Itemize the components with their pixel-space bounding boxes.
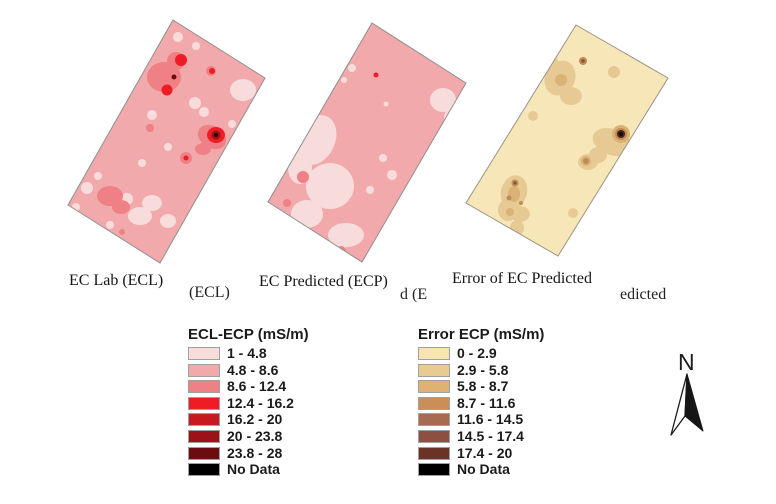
legend-item-label: 17.4 - 20 bbox=[457, 444, 513, 461]
legend-ecl-ecp: ECL-ECP (mS/m) 1 - 4.8 4.8 - 8.6 8.6 - 12.… bbox=[188, 326, 378, 480]
legend-swatch bbox=[188, 413, 220, 427]
map2-outline bbox=[267, 22, 467, 263]
legend-item: 14.5 - 17.4 bbox=[418, 427, 608, 444]
legend-item: 2.9 - 5.8 bbox=[418, 361, 608, 378]
north-arrow-label: N bbox=[678, 349, 695, 375]
map2-caption: EC Predicted (ECP) bbox=[259, 273, 388, 290]
map3-caption: Error of EC Predicted bbox=[452, 270, 592, 287]
map2-caption-fragment: d (E bbox=[400, 286, 428, 303]
legend-item-label: No Data bbox=[457, 461, 510, 478]
legend-swatch bbox=[418, 413, 450, 427]
legend-item-label: No Data bbox=[227, 461, 280, 478]
legend-swatch bbox=[418, 380, 450, 394]
legend-item-label: 12.4 - 16.2 bbox=[227, 394, 294, 411]
legend-item: No Data bbox=[188, 461, 378, 478]
legend-item-label: 1 - 4.8 bbox=[227, 345, 267, 361]
map-ec-lab bbox=[67, 19, 266, 264]
map1-caption: EC Lab (ECL) bbox=[69, 272, 164, 289]
legend-swatch bbox=[418, 429, 450, 443]
legend-item: 0 - 2.9 bbox=[418, 345, 608, 361]
legend-item-label: 2.9 - 5.8 bbox=[457, 361, 509, 378]
legend-swatch bbox=[188, 429, 220, 443]
legend-item: 23.8 - 28 bbox=[188, 444, 378, 461]
north-arrow-right-half bbox=[684, 373, 704, 432]
map1-caption-fragment: (ECL) bbox=[189, 284, 230, 301]
legend-item: 8.6 - 12.4 bbox=[188, 378, 378, 395]
legend-item: 16.2 - 20 bbox=[188, 411, 378, 428]
legend-item: 17.4 - 20 bbox=[418, 444, 608, 461]
legend-item: 5.8 - 8.7 bbox=[418, 378, 608, 395]
legend-error-ecp-items: 0 - 2.9 2.9 - 5.8 5.8 - 8.7 8.7 - 11.6 11.6 … bbox=[418, 345, 608, 478]
map3-deep-tan-blobs bbox=[506, 74, 630, 216]
legend-error-ecp: Error ECP (mS/m) 0 - 2.9 2.9 - 5.8 5.8 - 8… bbox=[418, 326, 608, 480]
map-ec-predicted bbox=[267, 22, 467, 263]
legend-ecl-ecp-title: ECL-ECP (mS/m) bbox=[188, 326, 309, 343]
legend-item-label: 23.8 - 28 bbox=[227, 444, 283, 461]
map-error-ec-predicted bbox=[465, 24, 669, 257]
legend-error-ecp-title: Error ECP (mS/m) bbox=[418, 326, 545, 343]
legend-swatch bbox=[188, 363, 220, 377]
legend-item-label: 8.7 - 11.6 bbox=[457, 394, 516, 411]
legend-item-label: 0 - 2.9 bbox=[457, 345, 497, 361]
legend-item: 4.8 - 8.6 bbox=[188, 361, 378, 378]
map3-outline bbox=[465, 24, 669, 257]
legend-swatch bbox=[188, 463, 220, 477]
legend-item: 11.6 - 14.5 bbox=[418, 411, 608, 428]
map3-caption-fragment: edicted bbox=[620, 286, 667, 303]
legend-item-label: 5.8 - 8.7 bbox=[457, 378, 509, 395]
legend-item: 12.4 - 16.2 bbox=[188, 394, 378, 411]
map1-outline bbox=[67, 19, 266, 264]
legend-item: 8.7 - 11.6 bbox=[418, 394, 608, 411]
maps-graphic bbox=[67, 19, 669, 264]
legend-swatch bbox=[418, 363, 450, 377]
legend-item-label: 14.5 - 17.4 bbox=[457, 427, 524, 444]
legend-item-label: 16.2 - 20 bbox=[227, 411, 283, 428]
legend-swatch bbox=[418, 347, 450, 360]
legend-item-label: 11.6 - 14.5 bbox=[457, 411, 524, 428]
legend-swatch bbox=[188, 446, 220, 460]
legend-swatch bbox=[418, 446, 450, 460]
legend-ecl-ecp-items: 1 - 4.8 4.8 - 8.6 8.6 - 12.4 12.4 - 16.2 16.… bbox=[188, 345, 378, 478]
legend-swatch bbox=[418, 396, 450, 410]
legend-swatch bbox=[188, 396, 220, 410]
legend-item-label: 4.8 - 8.6 bbox=[227, 361, 279, 378]
legend-item: 1 - 4.8 bbox=[188, 345, 378, 361]
legend-swatch bbox=[188, 347, 220, 360]
legend-item-label: 8.6 - 12.4 bbox=[227, 378, 287, 395]
legend-item: 20 - 23.8 bbox=[188, 427, 378, 444]
legend-item: No Data bbox=[418, 461, 608, 478]
legend-swatch bbox=[188, 380, 220, 394]
north-arrow: N bbox=[670, 349, 704, 436]
north-arrow-left-half bbox=[670, 373, 688, 436]
legend-item-label: 20 - 23.8 bbox=[227, 427, 283, 444]
legend-swatch bbox=[418, 463, 450, 477]
